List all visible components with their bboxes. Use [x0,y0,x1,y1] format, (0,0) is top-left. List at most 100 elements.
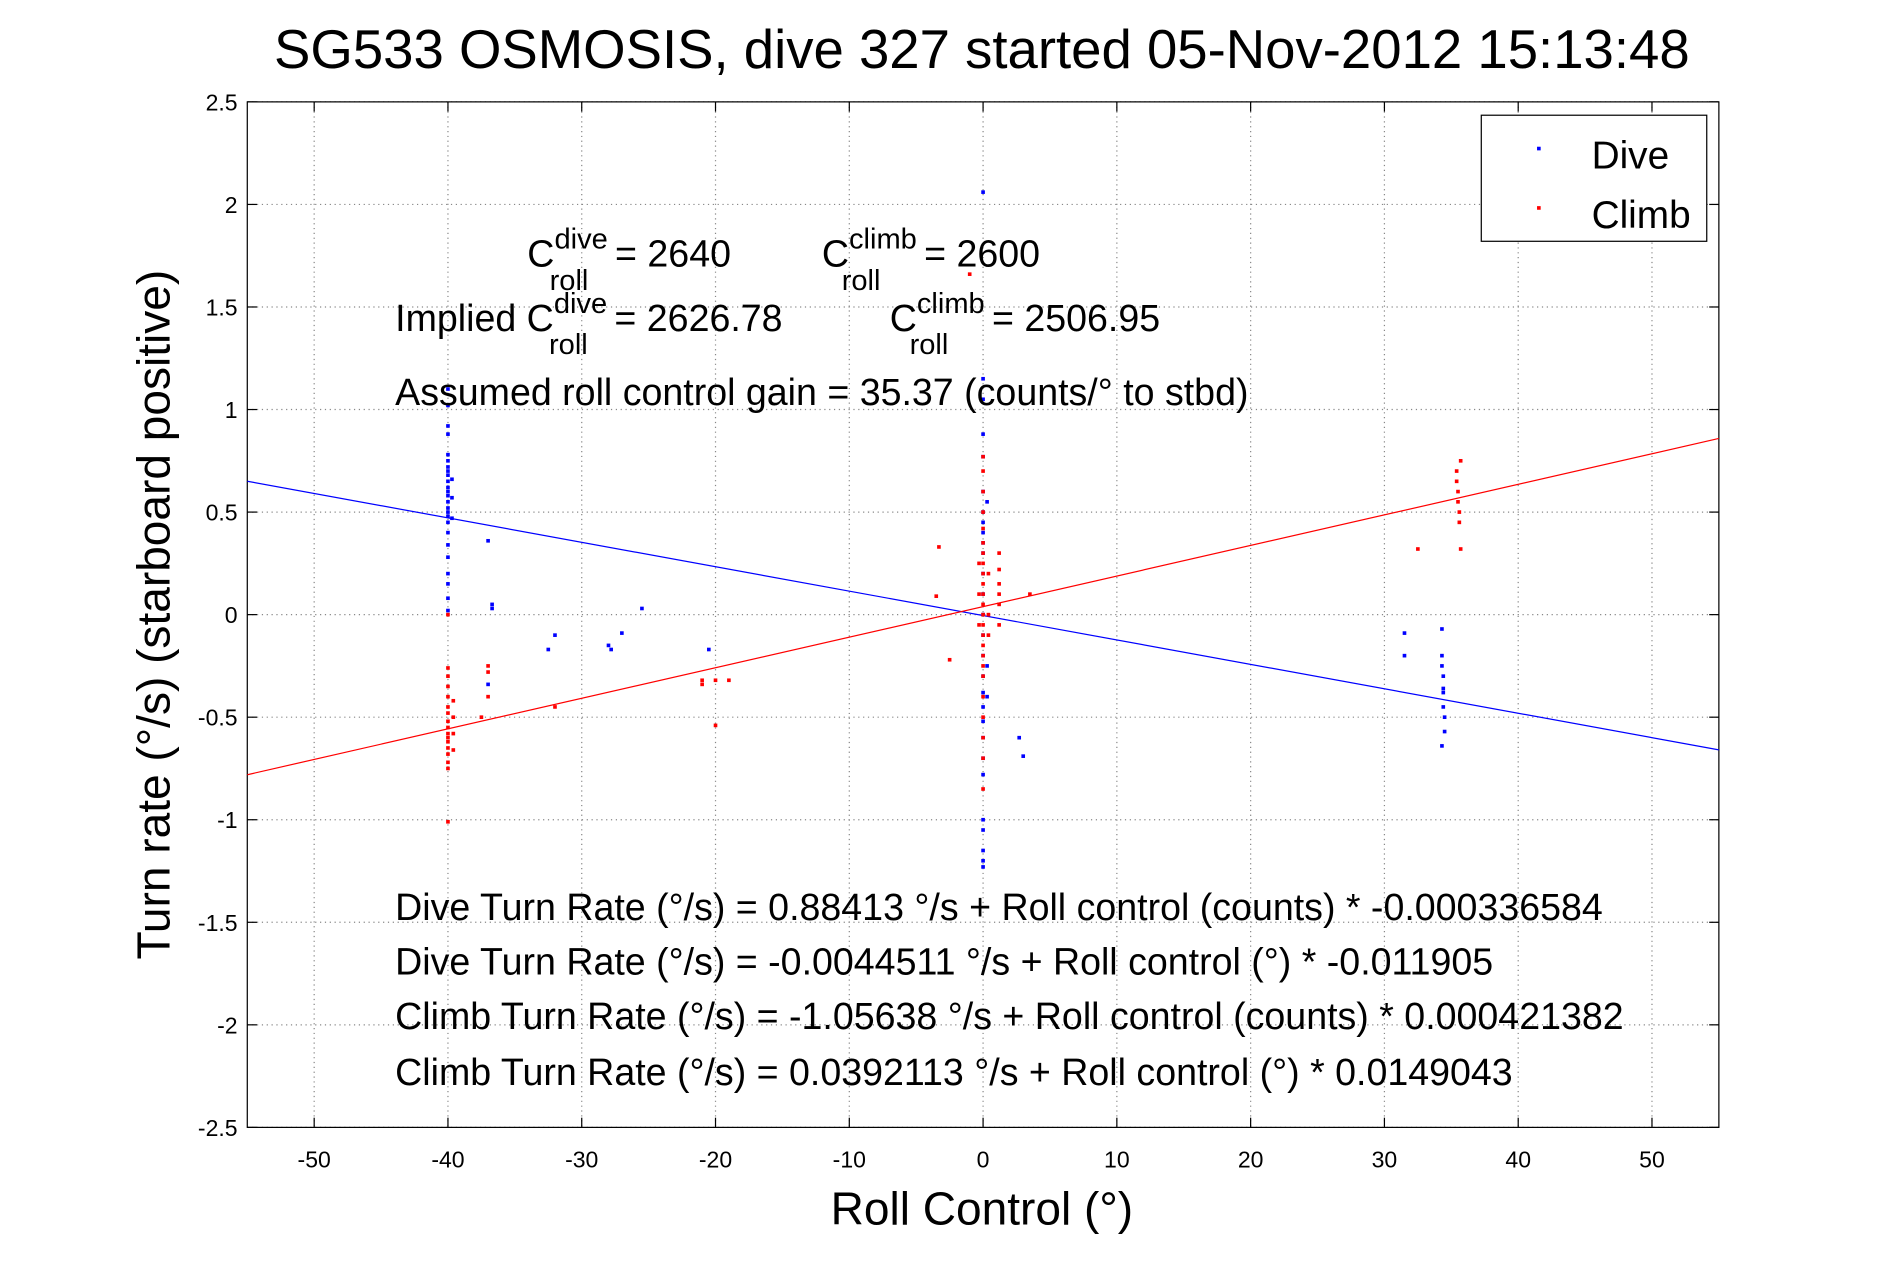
climb-point [997,582,1001,586]
dive-point [1441,686,1446,691]
dive-point [1402,631,1407,635]
climb-point [981,489,985,494]
y-tick-label: 0 [225,602,238,628]
y-tick-label: -2 [217,1012,237,1038]
climb-point [997,623,1001,627]
climb-point [981,469,985,473]
dive-point [446,452,450,457]
climb-point [981,715,985,720]
climb-point [986,633,991,637]
ticks: -50 -40 -30 -20 -10 0 10 20 30 40 50-2.5-2-1.5-1-0… [198,89,1719,1172]
climb-point [1028,592,1032,596]
dive-point [446,500,450,504]
climb-point [727,678,731,683]
climb-point [1458,458,1463,463]
dive-point [981,865,985,869]
climb-point [446,684,450,689]
dive-point [490,606,494,611]
dive-point [981,848,985,853]
dive-point [446,485,450,490]
annotation-implied-climb: Cclimb roll= 2506.95 [890,288,1160,361]
dive-point [1441,705,1446,709]
dive-point [446,432,450,436]
dive-point [446,403,450,408]
climb-point [451,731,456,736]
dive-point [1440,744,1444,748]
grid [247,101,1719,1128]
dive-point [446,608,450,613]
climb-point [981,454,985,459]
y-tick-label: 2.5 [206,89,238,115]
y-tick-label: 1 [225,397,238,423]
climb-point [446,819,450,824]
annotation-eq-climb-counts: Climb Turn Rate (°/s) = -1.05638 °/s + R… [395,995,1623,1037]
dive-point [450,495,454,500]
dive-point [446,571,450,576]
dive-point [1442,729,1447,734]
dive-point [981,690,985,695]
climb-fit-line [247,437,1720,776]
dive-point [446,510,450,514]
legend[interactable]: Dive Climb [1480,114,1708,242]
annotation-gain: Assumed roll control gain = 35.37 (count… [395,371,1248,413]
x-tick-label: 10 [1104,1146,1130,1172]
dive-point [446,424,450,428]
dive-point [1440,653,1444,658]
dive-point [446,465,450,469]
climb-point [981,633,985,637]
dive-point [981,520,985,525]
dive-point [446,387,450,391]
climb-point [446,725,450,730]
climb-point [981,571,985,576]
chart-title: SG533 OSMOSIS, dive 327 started 05-Nov-2… [274,19,1690,80]
climb-point [1457,510,1462,514]
x-axis-label: Roll Control (°) [831,1182,1133,1234]
climb-point [977,561,981,566]
climb-point [981,541,985,545]
dive-point [450,516,454,521]
annotation-eq-dive-deg: Dive Turn Rate (°/s) = -0.0044511 °/s + … [395,941,1493,983]
y-tick-label: 2 [225,192,238,218]
dive-point [981,376,985,381]
climb-point [713,723,718,728]
dive-point [707,647,711,652]
climb-point [700,682,704,687]
climb-point [446,674,450,678]
climb-point [997,592,1001,596]
x-tick-label: 20 [1238,1146,1264,1172]
climb-point [700,678,704,683]
climb-point [981,602,985,607]
climb-point [446,612,450,617]
climb-point [451,748,456,752]
climb-point [981,735,985,740]
annotations: Cdive roll= 2640 Cclimb roll= 2600 Implied… [395,224,1623,1093]
dive-point [446,530,450,535]
y-tick-label: 0.5 [206,500,238,526]
climb-point [446,746,450,750]
annotation-eq-dive-counts: Dive Turn Rate (°/s) = 0.88413 °/s + Rol… [395,886,1603,928]
x-tick-label: -20 [699,1146,732,1172]
x-tick-label: -50 [298,1146,331,1172]
climb-point [981,526,985,531]
climb-point [981,623,985,627]
dive-point [486,538,490,543]
y-tick-label: -0.5 [198,705,238,731]
climb-point [981,694,985,699]
dive-point [1021,754,1026,758]
climb-point [486,664,490,668]
dive-point [985,694,989,699]
dive-point [1017,735,1022,740]
climb-point [986,612,991,617]
y-tick-label: 1.5 [206,294,238,320]
climb-point [1454,479,1459,484]
fit-lines [247,437,1720,776]
climb-point [1456,500,1460,504]
climb-point [981,612,985,617]
data-points [446,190,1463,869]
dive-point [446,473,450,477]
climb-point [446,735,450,740]
climb-point [446,739,450,744]
annotation-c-climb: Cclimb roll= 2600 [822,224,1040,297]
climb-point [446,694,450,699]
climb-point [981,592,985,596]
